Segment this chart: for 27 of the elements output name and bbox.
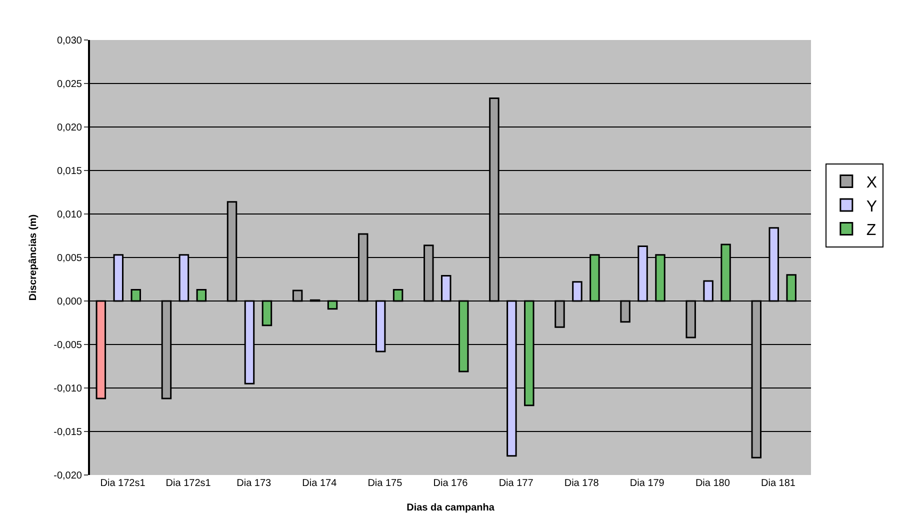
x-tick-label: Dia 173 [236, 478, 272, 489]
y-tick-label: -0,010 [54, 384, 82, 394]
x-axis-title: Dias da campanha [406, 502, 495, 514]
legend-label: Z [866, 222, 876, 240]
y-axis-title: Discrepâncias (m) [28, 214, 40, 301]
x-tick-label: Dia 172s1 [100, 478, 146, 489]
x-tick-label: Dia 172s1 [166, 478, 212, 489]
y-tick-label: -0,020 [54, 470, 82, 482]
y-tick-label: 0,015 [56, 166, 82, 177]
y-tick-label: 0,005 [56, 253, 82, 264]
x-tick-label: Dia 181 [760, 478, 796, 489]
y-tick-label: -0,015 [54, 427, 82, 438]
y-tick-label: 0,025 [56, 79, 82, 90]
y-tick-label: 0,020 [56, 122, 82, 134]
x-tick-label: Dia 177 [498, 478, 534, 489]
legend-label: X [866, 174, 878, 192]
y-tick-label: 0,000 [56, 296, 82, 308]
legend-label: Y [866, 198, 878, 216]
y-tick-label: -0,005 [54, 340, 82, 351]
x-tick-label: Dia 175 [368, 478, 403, 489]
x-tick-label: Dia 178 [564, 478, 600, 489]
y-tick-label: 0,030 [56, 36, 82, 46]
x-tick-label: Dia 179 [630, 478, 665, 489]
x-tick-label: Dia 180 [695, 478, 730, 489]
x-tick-label: Dia 176 [433, 478, 468, 489]
x-tick-label: Dia 174 [302, 478, 338, 489]
y-tick-label: 0,010 [56, 210, 82, 220]
